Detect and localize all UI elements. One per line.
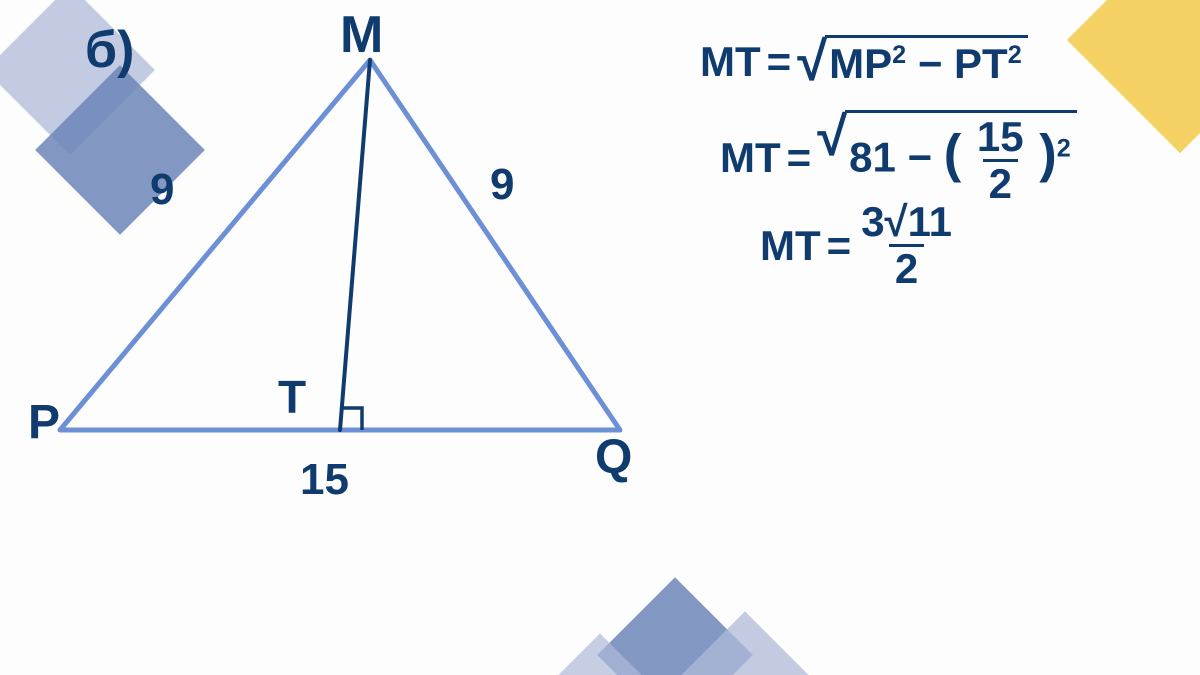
triangle-outline — [60, 60, 620, 430]
eq3-lhs: MT — [760, 222, 821, 270]
equation-line-2: MT = √ 81 − ( 15 2 )2 — [720, 110, 1077, 206]
eq2-sqrt: √ 81 − ( 15 2 )2 — [817, 110, 1077, 206]
side-label-MQ: 9 — [490, 160, 514, 210]
vertex-label-P: P — [28, 395, 60, 450]
triangle-altitude — [340, 60, 370, 430]
equals-sign: = — [827, 222, 852, 270]
side-label-PQ: 15 — [300, 455, 349, 505]
equation-line-3: MT = 3√11 2 — [760, 200, 956, 291]
eq2-frac-den: 2 — [983, 159, 1018, 206]
foot-label-T: T — [278, 370, 306, 424]
open-paren: ( — [944, 125, 961, 184]
triangle-figure — [0, 0, 1200, 675]
sqrt-symbol: √ — [817, 110, 847, 206]
vertex-label-M: M — [340, 5, 383, 65]
equation-line-1: MT = √ MP2 − PT2 — [700, 35, 1028, 90]
eq3-frac-num: 3√11 — [857, 200, 956, 244]
eq2-part1: 81 − — [849, 134, 932, 181]
problem-number-label: б) — [85, 20, 134, 80]
eq1-sqrt-body: MP2 − PT2 — [825, 35, 1028, 90]
sqrt-symbol: √ — [797, 35, 827, 90]
eq2-fraction: 15 2 — [973, 115, 1028, 206]
eq2-sqrt-body: 81 − ( 15 2 )2 — [845, 110, 1077, 206]
eq2-frac-num: 15 — [973, 115, 1028, 159]
eq2-lhs: MT — [720, 134, 781, 182]
diagram-stage: б) M P Q T 9 9 15 MT = √ MP2 − PT2 MT = … — [0, 0, 1200, 675]
equals-sign: = — [787, 134, 812, 182]
eq1-sqrt: √ MP2 − PT2 — [797, 35, 1028, 90]
vertex-label-Q: Q — [595, 430, 632, 485]
equals-sign: = — [767, 38, 792, 86]
side-label-MP: 9 — [150, 165, 174, 215]
eq3-fraction: 3√11 2 — [857, 200, 956, 291]
eq2-square: 2 — [1057, 135, 1071, 163]
close-paren: ) — [1039, 125, 1056, 184]
eq3-frac-den: 2 — [889, 244, 924, 291]
eq1-lhs: MT — [700, 38, 761, 86]
